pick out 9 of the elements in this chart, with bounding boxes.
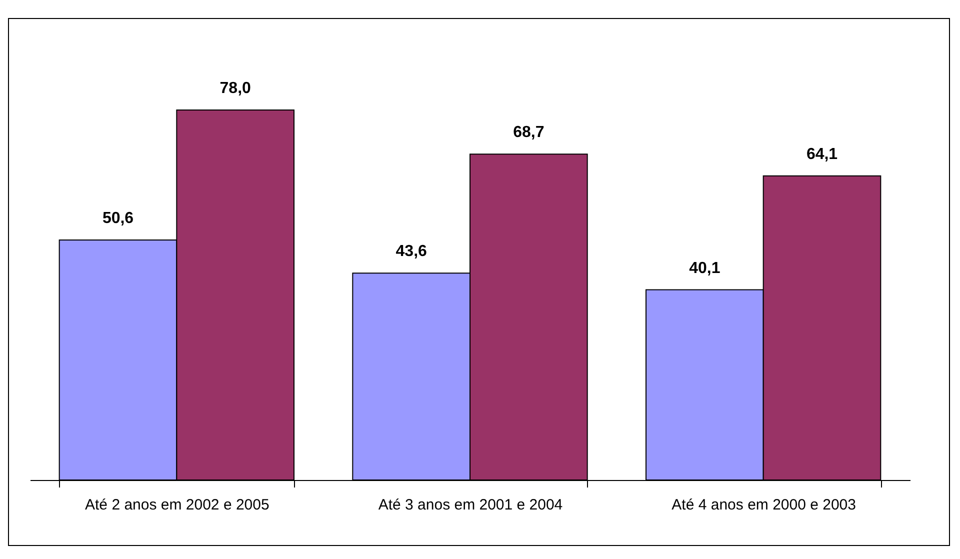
data-label: 68,7	[513, 124, 544, 142]
data-label: 43,6	[396, 243, 428, 260]
x-tick-label: Até 2 anos em 2002 e 2005	[85, 496, 270, 514]
data-label: 40,1	[689, 260, 720, 277]
x-tick-label: Até 3 anos em 2001 e 2004	[378, 496, 563, 514]
data-label: 50,6	[102, 210, 134, 227]
data-label: 64,1	[806, 146, 838, 163]
data-label: 78,0	[220, 80, 252, 97]
x-tick-label: Até 4 anos em 2000 e 2003	[672, 496, 856, 514]
